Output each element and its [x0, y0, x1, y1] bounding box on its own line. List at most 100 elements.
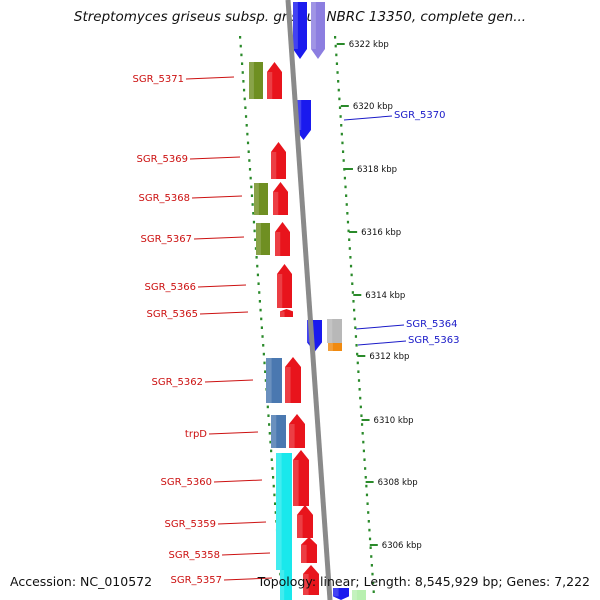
gene-block-sgr5360: [293, 450, 309, 506]
left-track-dot: [273, 502, 277, 505]
left-track-dot: [254, 247, 258, 250]
right-track-dot: [345, 203, 348, 206]
left-track-dot: [258, 291, 261, 294]
gene-label-left[interactable]: SGR_5358: [169, 550, 221, 561]
kbp-tick-label: 6322 kbp: [349, 40, 389, 50]
right-track-dot: [370, 564, 373, 567]
gene-blocks: [249, 2, 366, 600]
right-track-dot: [338, 106, 342, 109]
left-track-dot: [240, 53, 243, 57]
right-track-dot: [345, 194, 348, 197]
kbp-tick-label: 6306 kbp: [382, 541, 422, 551]
gene-block-sgr5362: [285, 357, 301, 403]
right-track-dot: [349, 264, 353, 268]
left-track-dot: [242, 80, 245, 83]
gene-label-left[interactable]: SGR_5369: [137, 154, 189, 165]
right-track-dot: [348, 238, 351, 241]
left-track-dot: [261, 335, 264, 338]
left-track-dot: [262, 352, 265, 356]
kbp-tick-label: 6318 kbp: [357, 165, 397, 175]
gene-block-blue-shine: [293, 2, 298, 49]
left-track-dot: [246, 132, 249, 136]
right-track-dot: [344, 185, 347, 189]
gene-block-sgr5366: [277, 264, 292, 308]
gene-block-sgr5357: [303, 565, 319, 595]
gene-block-green-bottom-shine: [352, 590, 357, 600]
left-track-dot: [256, 264, 259, 268]
gene-block-olive-shine: [254, 183, 259, 215]
gene-label-left[interactable]: SGR_5359: [165, 519, 217, 530]
right-track-dot: [350, 273, 353, 277]
right-track-dot: [353, 317, 356, 321]
right-track-dot: [361, 432, 364, 435]
leader-line: [193, 236, 245, 240]
left-track-dot: [243, 97, 246, 101]
left-track-dot: [257, 282, 260, 285]
right-track-dot: [356, 352, 359, 356]
gene-label-left[interactable]: SGR_5371: [133, 74, 185, 85]
left-track-dot: [244, 115, 248, 118]
gene-block-steelblue-shine: [266, 358, 272, 403]
gene-block-olive-shine: [256, 223, 261, 255]
kbp-tick-label: 6320 kbp: [353, 102, 393, 112]
right-track-dot: [368, 528, 371, 532]
leader-line: [223, 577, 273, 581]
right-track-dot: [343, 168, 346, 171]
gene-label-left[interactable]: SGR_5360: [161, 477, 213, 488]
left-track-dot: [270, 458, 273, 461]
left-track-dot: [250, 194, 254, 197]
gene-block-green-bottom: [352, 590, 366, 600]
left-track-dot: [272, 484, 275, 488]
gene-block-sgr5369: [271, 142, 286, 179]
gene-block-sgr5357-shine: [303, 574, 309, 595]
gene-block-cyan-bottom: [280, 570, 292, 600]
gene-block-sgr5359-shine: [297, 514, 303, 538]
gene-block-sgr5368-shine: [273, 191, 279, 215]
right-track-dot: [341, 150, 345, 153]
right-track-dot: [369, 546, 372, 549]
left-track-dot: [258, 300, 261, 303]
kbp-tick-label: 6312 kbp: [369, 352, 409, 362]
gene-label-left[interactable]: SGR_5365: [147, 309, 199, 320]
gene-label-right[interactable]: SGR_5363: [408, 335, 460, 346]
gene-block-grey: [327, 319, 342, 343]
kbp-ticks: 6322 kbp 6320 kbp 6318 kbp 6316 kbp 6314 kbp…: [336, 40, 422, 551]
left-track-dot: [266, 405, 269, 409]
leader-line: [355, 324, 405, 330]
left-track-dot: [239, 36, 242, 39]
left-track-dot: [260, 317, 263, 321]
kbp-tick-label: 6314 kbp: [365, 291, 405, 301]
gene-label-left[interactable]: SGR_5368: [139, 193, 191, 204]
left-track-dot: [244, 106, 247, 109]
leader-line: [191, 195, 243, 199]
gene-label-right[interactable]: SGR_5364: [406, 319, 458, 330]
gene-block-olive: [256, 223, 270, 255]
gene-block-trpd-shine: [271, 415, 277, 448]
gene-block-sgr5367-shine: [275, 232, 281, 256]
left-track-dot: [274, 511, 277, 514]
leader-line: [208, 431, 259, 435]
gene-label-left[interactable]: SGR_5366: [145, 282, 197, 293]
left-track-dot: [263, 361, 266, 365]
leader-line: [204, 379, 254, 383]
gene-label-right[interactable]: SGR_5370: [394, 110, 446, 121]
gene-label-left[interactable]: SGR_5362: [152, 377, 204, 388]
right-track-dot: [336, 71, 339, 74]
left-track-dot: [250, 185, 253, 189]
gene-label-left[interactable]: SGR_5367: [141, 234, 193, 245]
left-track-dot: [247, 150, 250, 153]
right-track-dot: [354, 326, 357, 329]
left-track-dot: [253, 229, 256, 233]
leader-line: [189, 156, 241, 160]
right-track-dot: [337, 88, 340, 92]
gene-block-olive: [249, 62, 263, 99]
gene-block-sgr5370-shine: [296, 100, 302, 130]
leader-line: [217, 521, 267, 525]
gene-block-sgr5371-shine: [267, 72, 273, 99]
gene-block-lavender: [311, 2, 325, 59]
right-track-dot: [366, 502, 369, 505]
gene-block-sgr5367: [275, 222, 290, 256]
gene-label-left[interactable]: trpD: [185, 429, 207, 440]
gene-label-left[interactable]: SGR_5357: [171, 575, 223, 586]
gene-block-sgr5365: [280, 309, 293, 317]
